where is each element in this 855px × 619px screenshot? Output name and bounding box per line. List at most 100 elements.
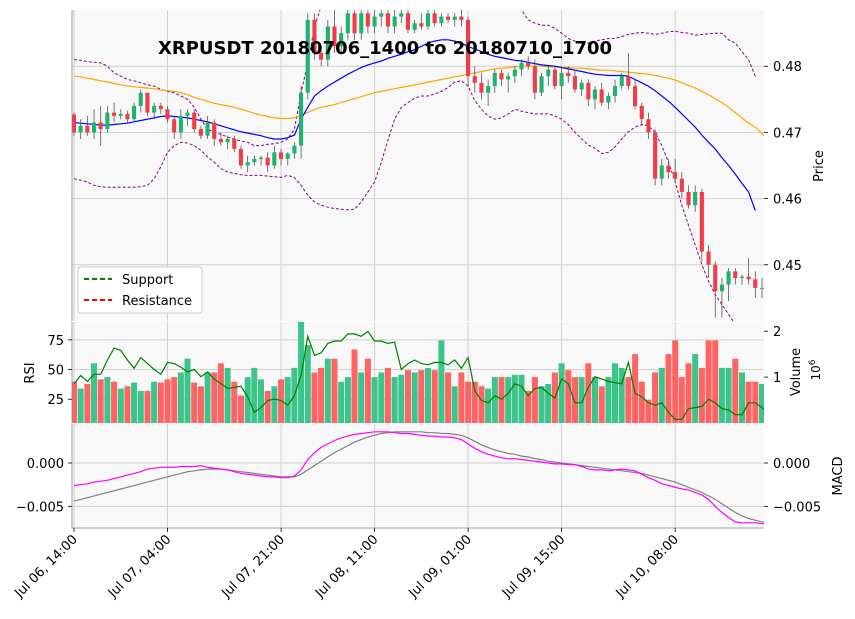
rsi-series-line bbox=[73, 330, 764, 420]
volume-bar bbox=[264, 390, 271, 423]
macd-lines bbox=[73, 431, 764, 525]
candle-body bbox=[492, 72, 497, 87]
candle-body bbox=[105, 112, 110, 130]
volume-bar bbox=[124, 386, 131, 423]
candle-body bbox=[252, 158, 257, 163]
candle-body bbox=[212, 122, 217, 139]
volume-bar bbox=[171, 377, 178, 423]
volume-bar bbox=[177, 372, 184, 423]
x-tick-label: Jul 07, 04:00 bbox=[105, 532, 174, 601]
upper-band-line bbox=[73, 10, 756, 147]
volume-bar bbox=[331, 358, 338, 423]
volume-bar bbox=[505, 377, 512, 423]
volume-bar bbox=[217, 363, 224, 423]
price-axis-label: Price bbox=[812, 150, 827, 182]
candle-body bbox=[446, 16, 451, 20]
candle-body bbox=[365, 13, 370, 27]
candle-body bbox=[526, 62, 531, 67]
candle-body bbox=[592, 89, 597, 100]
x-tick-label: Jul 06, 14:00 bbox=[11, 532, 80, 601]
volume-bar bbox=[471, 381, 478, 423]
volume-bar bbox=[625, 377, 632, 423]
volume-bar bbox=[151, 381, 158, 423]
volume-bar bbox=[77, 388, 84, 423]
candle-body bbox=[132, 105, 137, 120]
volume-bar bbox=[358, 372, 365, 423]
candle-body bbox=[633, 86, 638, 106]
volume-bar bbox=[645, 400, 652, 423]
candle-body bbox=[619, 76, 624, 87]
volume-bar bbox=[565, 370, 572, 423]
volume-bar bbox=[592, 377, 598, 423]
candle-body bbox=[699, 192, 704, 252]
candle-body bbox=[165, 109, 170, 120]
volume-bar bbox=[258, 379, 264, 423]
candle-body bbox=[439, 16, 444, 24]
volume-bar bbox=[244, 377, 251, 423]
candle-body bbox=[125, 113, 130, 120]
volume-bar bbox=[97, 379, 104, 423]
candle-body bbox=[519, 62, 524, 70]
volume-bar bbox=[224, 367, 231, 423]
rsi-tick-label: 75 bbox=[47, 334, 64, 349]
volume-bar bbox=[478, 386, 485, 423]
candle-body bbox=[759, 287, 764, 289]
candle-body bbox=[145, 92, 150, 113]
candle-body bbox=[659, 165, 664, 179]
volume-bar bbox=[705, 340, 712, 423]
candle-body bbox=[319, 53, 324, 60]
candle-body bbox=[412, 23, 417, 30]
volume-bar bbox=[364, 358, 371, 423]
volume-bar bbox=[658, 367, 665, 423]
volume-bar bbox=[632, 354, 639, 423]
volume-bar bbox=[725, 367, 732, 423]
price-tick-label: 0.47 bbox=[773, 126, 802, 141]
volume-bar bbox=[458, 372, 465, 423]
volume-bar bbox=[344, 377, 351, 423]
candle-body bbox=[172, 119, 177, 133]
volume-axis-label: Volume bbox=[789, 348, 804, 396]
candle-body bbox=[185, 112, 190, 116]
volume-bar bbox=[72, 381, 77, 423]
volume-bar bbox=[144, 390, 151, 423]
price-tick-label: 0.48 bbox=[773, 60, 802, 75]
candle-body bbox=[626, 76, 631, 87]
candle-body bbox=[305, 19, 310, 93]
volume-bar bbox=[318, 367, 325, 423]
volume-bar bbox=[578, 377, 585, 423]
legend-support-label: Support bbox=[122, 273, 173, 288]
volume-bar bbox=[485, 388, 492, 423]
macd-panel-bg bbox=[72, 424, 764, 528]
price-tick-label: 0.45 bbox=[773, 259, 802, 274]
candle-body bbox=[138, 92, 143, 106]
candle-body bbox=[92, 122, 97, 133]
volume-bar bbox=[104, 377, 111, 423]
candle-body bbox=[198, 129, 203, 136]
volume-bar bbox=[585, 363, 592, 423]
candle-body bbox=[713, 264, 718, 292]
candle-body bbox=[679, 178, 684, 192]
candle-body bbox=[466, 19, 471, 77]
volume-bar bbox=[665, 354, 672, 423]
volume-bar bbox=[678, 377, 685, 423]
candlesticks bbox=[72, 10, 764, 318]
candle-body bbox=[639, 105, 644, 120]
volume-bar bbox=[525, 390, 532, 423]
candle-body bbox=[512, 69, 517, 77]
volume-tick-label: 2 bbox=[773, 325, 781, 340]
volume-bar bbox=[612, 363, 618, 423]
volume-bar bbox=[438, 340, 445, 423]
candle-body bbox=[218, 139, 223, 143]
candle-body bbox=[152, 105, 157, 113]
candle-body bbox=[572, 76, 577, 90]
candle-body bbox=[646, 119, 651, 133]
candle-body bbox=[472, 76, 477, 83]
candle-body bbox=[192, 112, 197, 130]
volume-bar bbox=[238, 395, 244, 423]
x-tick-label: Jul 08, 11:00 bbox=[312, 532, 381, 601]
volume-bar bbox=[91, 363, 97, 423]
candle-body bbox=[452, 16, 457, 20]
candle-body bbox=[118, 113, 123, 116]
rsi-axis-label: RSI bbox=[23, 362, 38, 383]
